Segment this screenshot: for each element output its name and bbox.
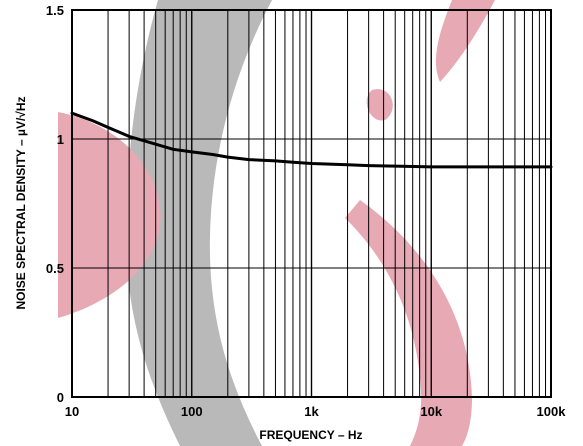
x-tick-label: 100 xyxy=(181,404,203,419)
x-tick-labels: 10 100 1k 10k 100k xyxy=(65,404,566,419)
grid-lines xyxy=(72,10,551,397)
x-tick-label: 10 xyxy=(65,404,79,419)
watermark-gray-arc xyxy=(126,0,272,446)
watermark-pink-dot xyxy=(366,89,393,121)
y-tick-label: 0 xyxy=(57,390,64,405)
y-tick-label: 1 xyxy=(57,132,64,147)
watermark-pink-top xyxy=(435,0,495,82)
y-tick-label: 1.5 xyxy=(46,3,64,18)
y-tick-labels: 0 0.5 1 1.5 xyxy=(46,3,64,405)
x-tick-label: 10k xyxy=(420,404,442,419)
series-group xyxy=(70,111,553,169)
watermark-pink-left xyxy=(58,112,161,318)
watermark-logo xyxy=(58,0,495,446)
watermark-pink-right xyxy=(345,200,472,446)
x-tick-label: 1k xyxy=(304,404,319,419)
y-axis-title: NOISE SPECTRAL DENSITY – µV/√Hz xyxy=(14,96,28,309)
plot-frame xyxy=(71,9,552,398)
x-tick-label: 100k xyxy=(537,404,567,419)
series-line xyxy=(70,111,553,169)
x-axis-title: FREQUENCY – Hz xyxy=(259,428,362,442)
y-tick-label: 0.5 xyxy=(46,261,64,276)
